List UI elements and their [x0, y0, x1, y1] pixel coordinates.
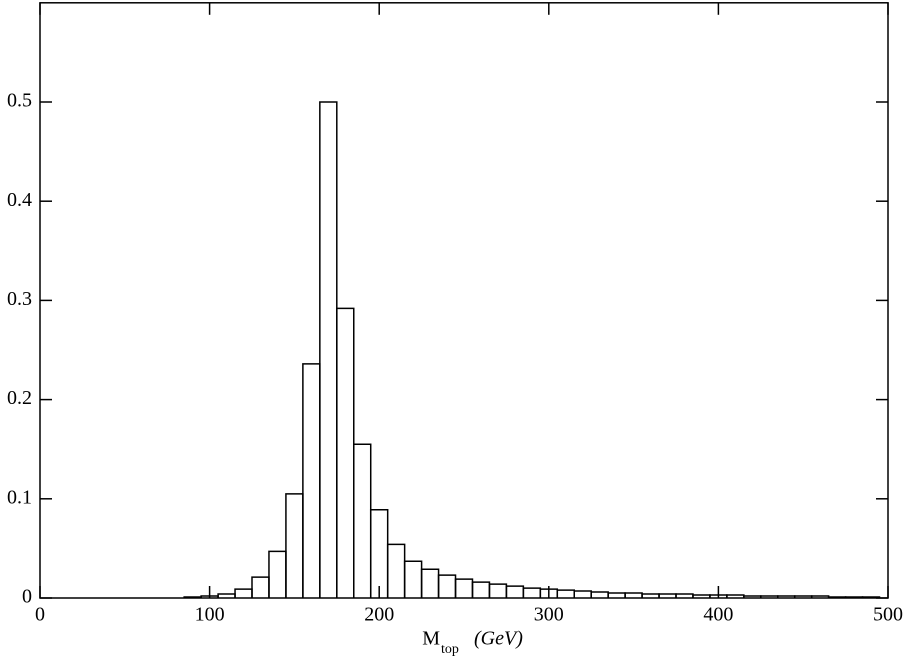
- y-tick-label: 0.4: [7, 189, 32, 211]
- histogram-bar: [522, 587, 542, 598]
- x-tick-label: 200: [364, 604, 394, 626]
- y-tick-label: 0.2: [7, 387, 32, 409]
- histogram-bar: [403, 560, 423, 598]
- histogram-bar: [234, 588, 253, 598]
- x-tick-label: 0: [35, 604, 45, 626]
- x-axis-label-subscript: top: [441, 642, 459, 657]
- histogram-bar: [454, 578, 474, 598]
- histogram-bar: [386, 543, 406, 598]
- y-tick-label: 0.3: [7, 288, 32, 310]
- x-tick-label: 500: [873, 604, 903, 626]
- y-tick-label: 0.1: [7, 486, 32, 508]
- histogram-bar: [420, 568, 440, 598]
- histogram-bar: [285, 493, 304, 598]
- histogram-bar: [556, 589, 575, 598]
- histogram-bar: [336, 307, 355, 598]
- histogram-bar: [573, 590, 592, 598]
- y-tick-label: 0.5: [7, 90, 32, 112]
- histogram-bar: [268, 550, 287, 598]
- histogram-bar: [302, 363, 321, 598]
- x-tick-label: 100: [195, 604, 225, 626]
- plot-frame: [39, 2, 889, 599]
- x-axis-label: M: [422, 628, 440, 650]
- histogram-bar: [319, 101, 338, 598]
- histogram-bar: [369, 508, 389, 598]
- x-axis-unit: (GeV): [474, 628, 523, 650]
- y-tick-label: 0: [22, 586, 32, 608]
- histogram-bar: [488, 583, 508, 598]
- histogram-bar: [505, 585, 525, 598]
- histogram-bar: [861, 596, 881, 598]
- histogram-bar: [251, 576, 270, 598]
- histogram-bar: [437, 574, 457, 598]
- histogram-bar: [590, 591, 609, 598]
- histogram-bar: [353, 443, 372, 598]
- x-tick-label: 300: [534, 604, 564, 626]
- histogram-bar: [471, 581, 491, 598]
- x-tick-label: 400: [703, 604, 733, 626]
